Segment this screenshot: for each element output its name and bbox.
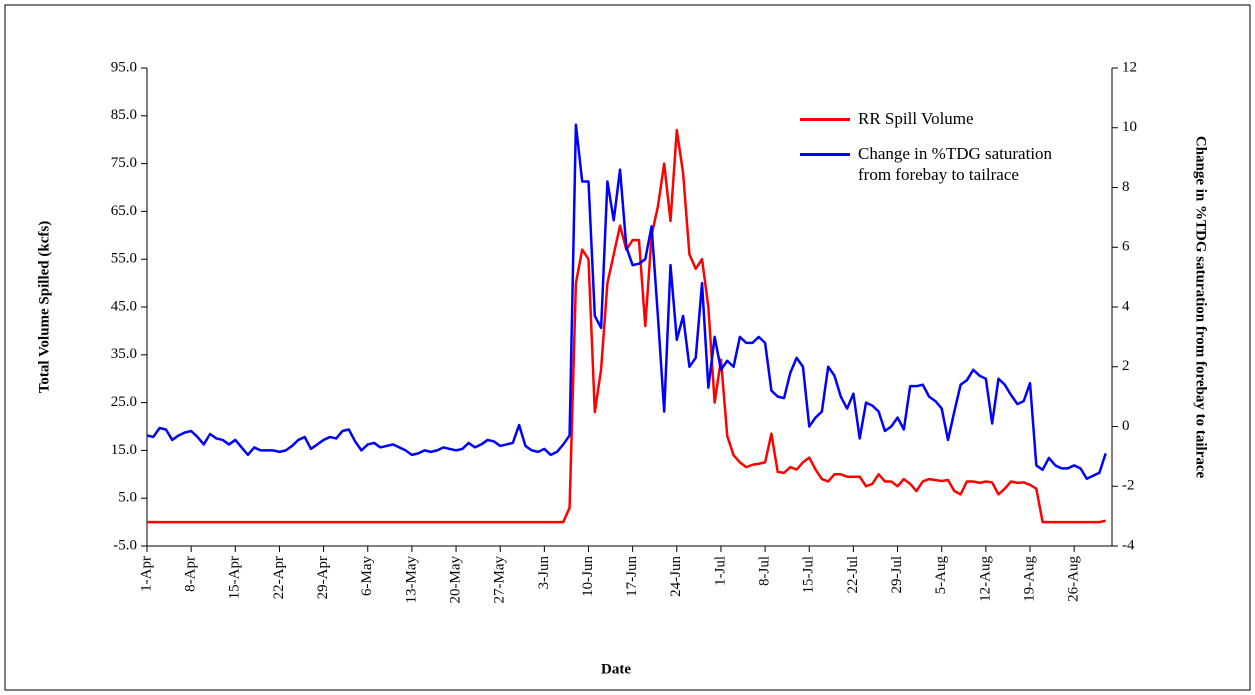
chart-border — [4, 4, 1251, 691]
y2-tick-label: 6 — [1122, 239, 1130, 255]
x-tick-label: 20-May — [447, 556, 463, 604]
x-tick-label: 29-Apr — [315, 556, 331, 599]
y-tick-label: 75.0 — [111, 155, 137, 171]
x-tick-label: 22-Jul — [845, 556, 861, 594]
x-axis-title: Date — [601, 661, 631, 677]
x-tick-label: 15-Apr — [227, 556, 243, 599]
legend-swatch — [800, 118, 850, 121]
y-tick-label: -5.0 — [113, 537, 137, 553]
y2-tick-label: -4 — [1122, 537, 1135, 553]
x-tick-label: 24-Jun — [668, 556, 684, 597]
legend: RR Spill Volume Change in %TDG saturation… — [800, 108, 1060, 199]
x-tick-label: 3-Jun — [536, 556, 552, 590]
x-tick-label: 8-Apr — [183, 556, 199, 592]
y2-tick-label: 8 — [1122, 179, 1130, 195]
y2-tick-label: -2 — [1122, 478, 1135, 494]
x-tick-label: 26-Aug — [1066, 556, 1082, 602]
x-tick-label: 1-Apr — [138, 556, 154, 592]
x-tick-label: 12-Aug — [977, 556, 993, 602]
y-tick-label: 95.0 — [111, 59, 137, 75]
y2-tick-label: 2 — [1122, 358, 1130, 374]
y2-tick-label: 4 — [1122, 298, 1130, 314]
legend-swatch — [800, 153, 850, 156]
legend-item: RR Spill Volume — [800, 108, 1060, 129]
y2-tick-label: 0 — [1122, 418, 1130, 434]
x-tick-label: 15-Jul — [801, 556, 817, 594]
y2-tick-label: 12 — [1122, 59, 1137, 75]
y-tick-label: 15.0 — [111, 442, 137, 458]
y-tick-label: 85.0 — [111, 107, 137, 123]
y2-axis-title: Change in %TDG saturation from forebay t… — [1193, 136, 1209, 479]
y-tick-label: 65.0 — [111, 203, 137, 219]
legend-label: Change in %TDG saturation from forebay t… — [858, 144, 1053, 184]
x-tick-label: 6-May — [359, 556, 375, 596]
x-tick-label: 27-May — [492, 556, 508, 604]
x-tick-label: 1-Jul — [712, 556, 728, 586]
y-tick-label: 35.0 — [111, 346, 137, 362]
legend-label: RR Spill Volume — [858, 109, 974, 128]
series-line — [146, 123, 1107, 481]
x-tick-label: 5-Aug — [933, 556, 949, 595]
x-tick-label: 19-Aug — [1021, 556, 1037, 602]
x-tick-label: 10-Jun — [580, 556, 596, 597]
x-tick-label: 8-Jul — [757, 556, 773, 586]
y-tick-label: 5.0 — [118, 490, 137, 506]
y-tick-label: 55.0 — [111, 251, 137, 267]
x-tick-label: 17-Jun — [624, 556, 640, 597]
x-tick-label: 22-Apr — [271, 556, 287, 599]
x-tick-label: 13-May — [403, 556, 419, 604]
y-axis-title: Total Volume Spilled (kcfs) — [36, 221, 52, 393]
x-tick-label: 29-Jul — [889, 556, 905, 594]
y-tick-label: 25.0 — [111, 394, 137, 410]
y-tick-label: 45.0 — [111, 298, 137, 314]
y2-tick-label: 10 — [1122, 119, 1137, 135]
legend-item: Change in %TDG saturation from forebay t… — [800, 143, 1060, 185]
